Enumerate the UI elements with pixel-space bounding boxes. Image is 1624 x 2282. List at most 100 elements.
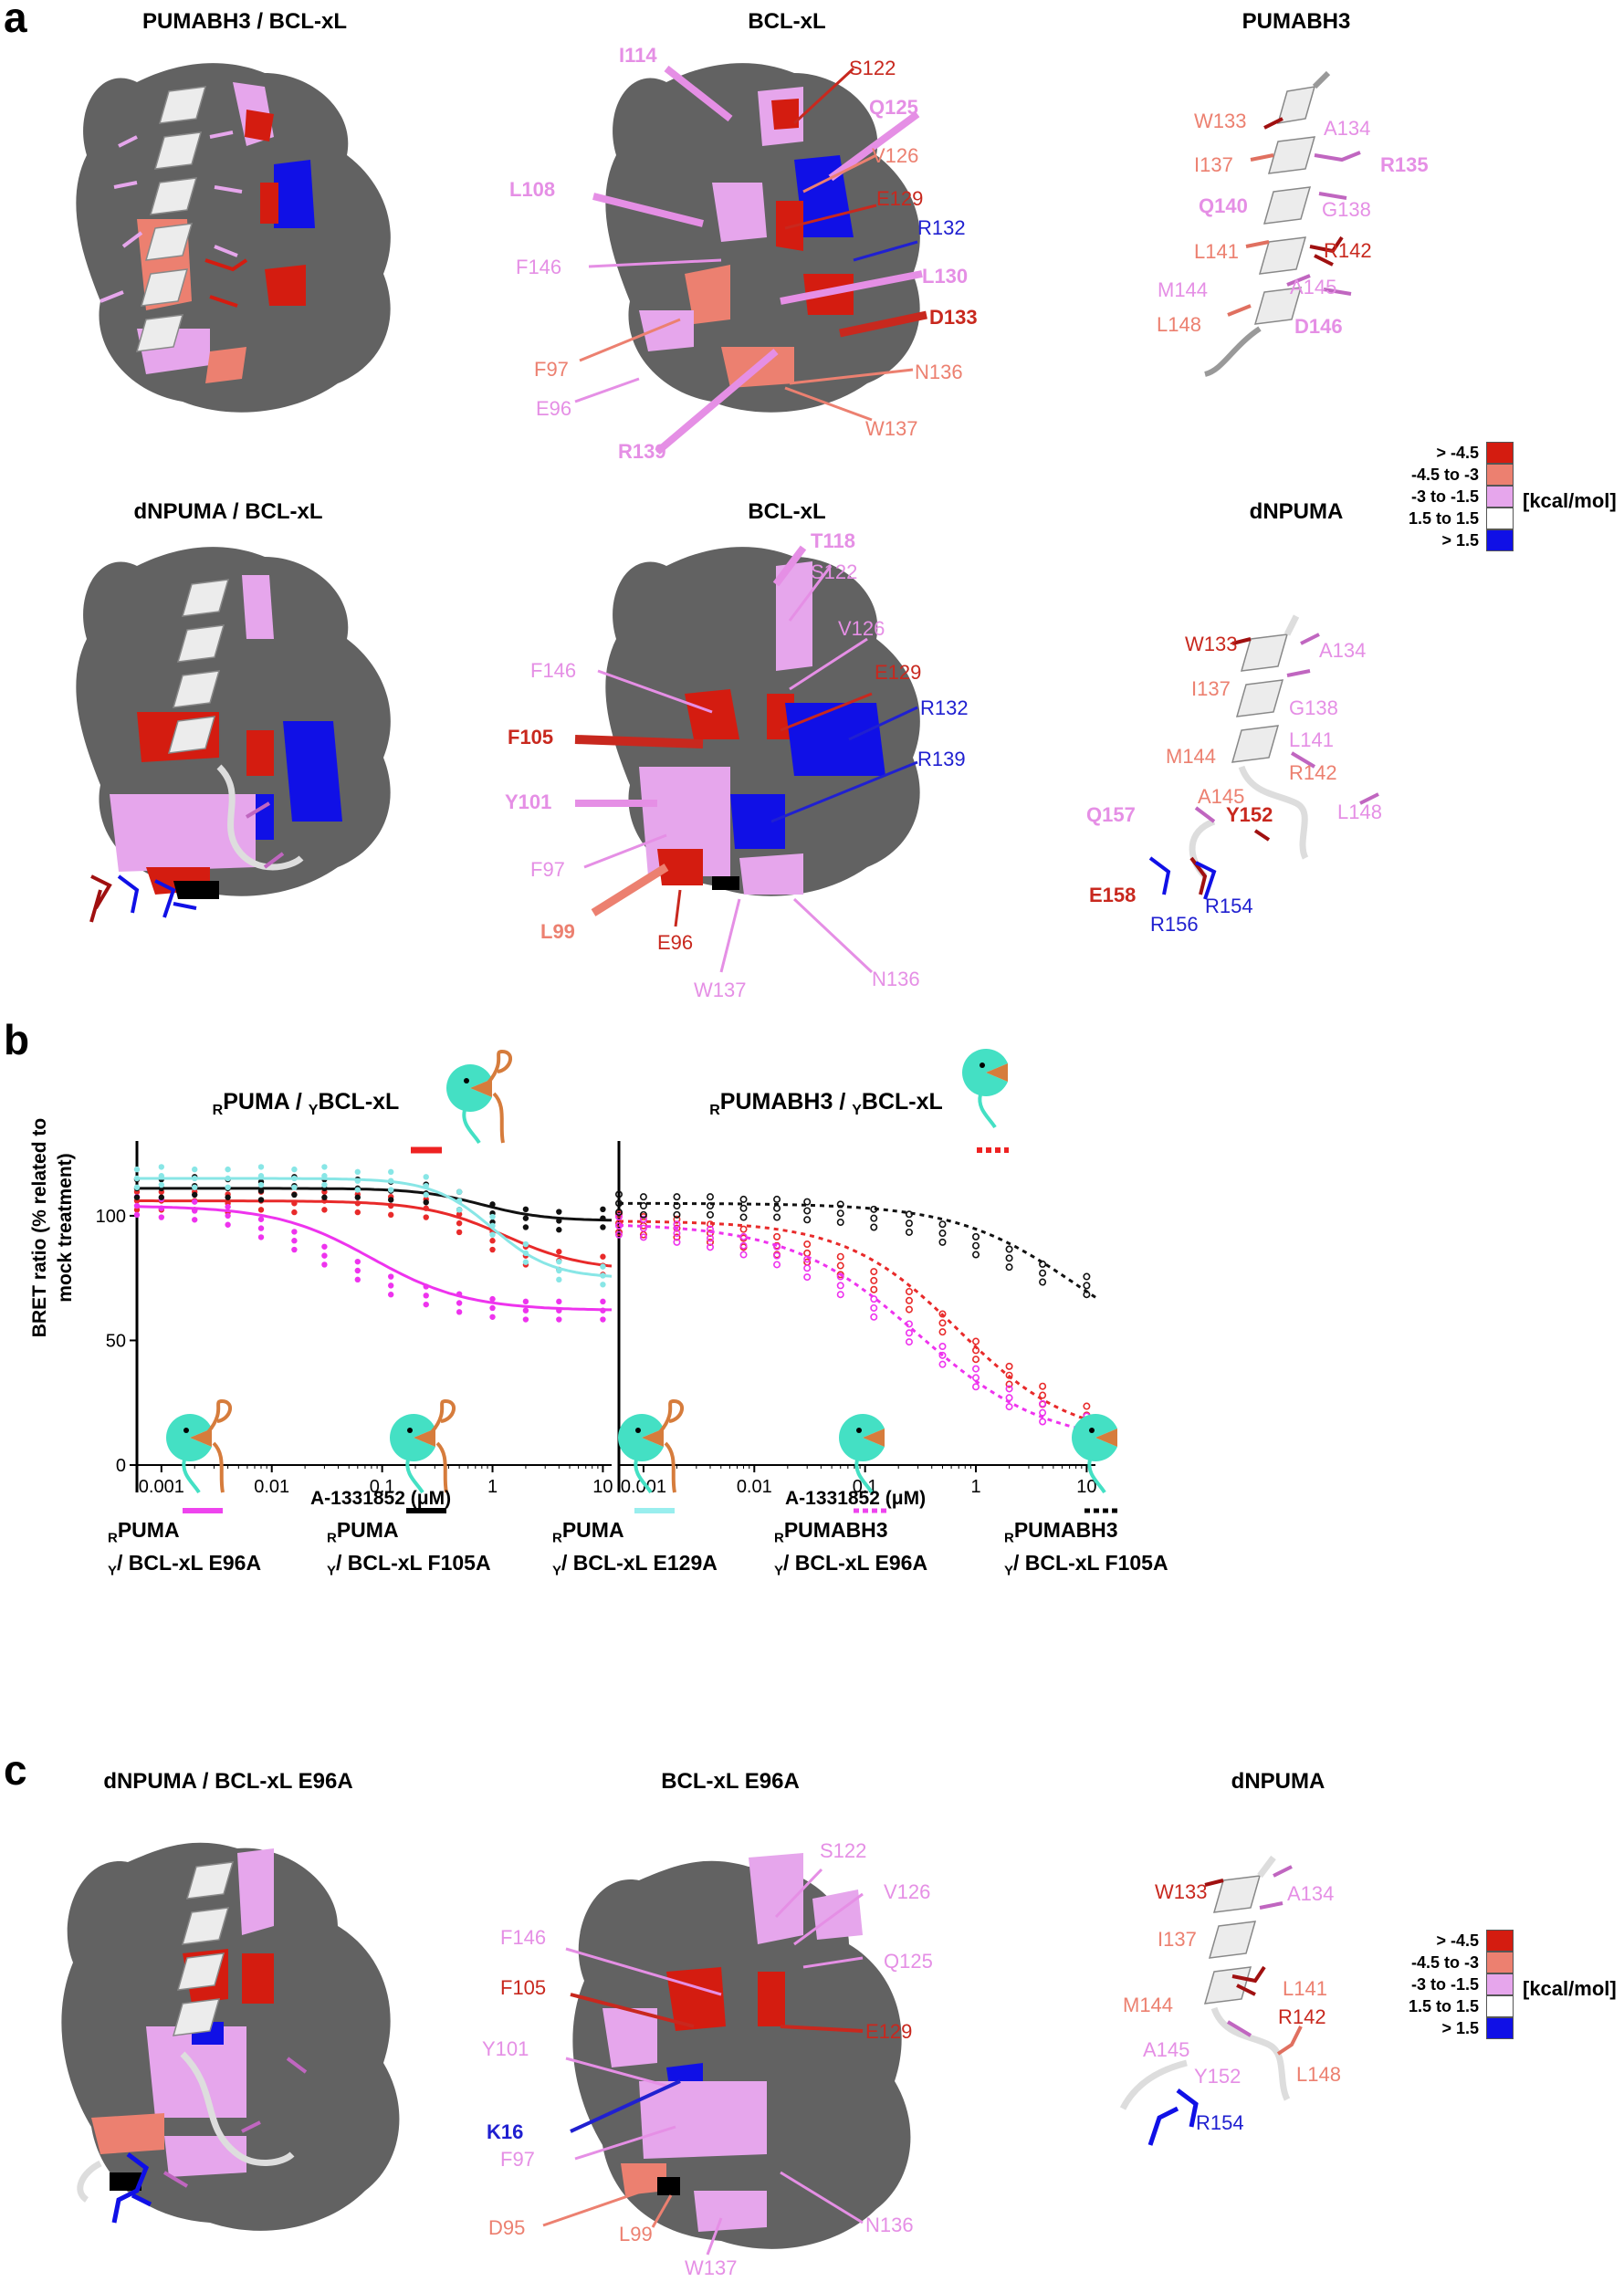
panel-letter-c: c [4, 1746, 27, 1794]
arrow-w137 [784, 386, 873, 422]
residue-label: N136 [872, 968, 920, 990]
residue-label: R132 [917, 216, 966, 239]
title-a-dnpuma: dNPUMA [1249, 499, 1344, 524]
residue-label: W133 [1194, 110, 1246, 132]
data-point [133, 1211, 141, 1219]
residue-label: E96 [536, 397, 571, 420]
data-point [225, 1212, 231, 1220]
data-point [836, 1282, 844, 1290]
data-point [639, 1202, 647, 1210]
legend-swatch [1486, 1973, 1514, 1995]
data-point [489, 1295, 496, 1303]
data-point [972, 1346, 980, 1355]
data-point [938, 1238, 947, 1246]
data-point [158, 1173, 165, 1179]
data-point [1039, 1260, 1047, 1268]
residue-label: A134 [1319, 639, 1366, 662]
title-a-pumabh3: PUMABH3 [1242, 9, 1351, 34]
condition-label-4-line1: PUMABH3 [783, 1518, 888, 1542]
x-tick-label: 1 [487, 1477, 498, 1497]
data-point [321, 1261, 328, 1268]
data-point [972, 1241, 980, 1250]
y-tick-label: 0 [116, 1456, 126, 1476]
data-point [456, 1220, 463, 1227]
data-point [972, 1251, 980, 1259]
data-point [938, 1343, 947, 1351]
condition-label-1-line1: PUMA [117, 1518, 180, 1542]
data-point [803, 1207, 812, 1215]
data-point [673, 1220, 681, 1229]
residue-label: F97 [534, 358, 569, 381]
data-point [773, 1195, 781, 1203]
y-tick-label: 50 [106, 1331, 126, 1351]
data-point [354, 1178, 361, 1184]
data-point [673, 1230, 681, 1238]
residue-label: L141 [1289, 728, 1334, 751]
data-point [1039, 1382, 1047, 1390]
data-point [614, 1209, 623, 1217]
arrow-r132 [853, 240, 918, 262]
data-point [773, 1213, 781, 1221]
data-point [423, 1283, 429, 1290]
x-tick-label: 0.001 [621, 1477, 666, 1497]
data-point [423, 1301, 429, 1308]
data-point [972, 1365, 980, 1373]
residue-label: Y101 [505, 790, 551, 813]
residue-label: D95 [488, 2216, 525, 2239]
helix-pumabh3 [1204, 70, 1361, 377]
data-point [225, 1203, 231, 1210]
data-point [739, 1251, 748, 1259]
residue-label: Y152 [1194, 2065, 1241, 2088]
residue-label: N136 [865, 2214, 914, 2236]
residue-label: E129 [875, 661, 921, 684]
arrow-f146 [588, 258, 722, 268]
data-point [905, 1305, 913, 1314]
data-point [291, 1184, 298, 1190]
legend-unit: [kcal/mol] [1523, 1977, 1617, 2000]
data-point [354, 1194, 361, 1200]
data-point [257, 1234, 265, 1240]
residue-label: M144 [1166, 745, 1216, 768]
arrow-r139 [655, 348, 779, 455]
legend-label: -3 to -1.5 [1410, 487, 1479, 506]
data-point [600, 1298, 606, 1305]
data-point [870, 1313, 878, 1321]
residue-label: V126 [872, 144, 918, 167]
data-point [803, 1240, 812, 1249]
construct-icon-2 [388, 1399, 456, 1494]
data-point [321, 1207, 328, 1213]
x-tick-label: 1 [970, 1477, 980, 1497]
data-point [803, 1216, 812, 1224]
data-point [556, 1258, 562, 1265]
data-point [836, 1200, 844, 1209]
data-point [639, 1224, 647, 1232]
residue-label: R139 [917, 748, 966, 770]
arrow-f97 [579, 318, 681, 362]
residue-label: F97 [500, 2148, 535, 2171]
legend-row: > 1.5 [1351, 529, 1514, 551]
residue-label: A145 [1290, 276, 1336, 298]
residue-label: G138 [1322, 198, 1371, 221]
condition-label-2: RPUMA Y/ BCL-xL F105A [327, 1518, 491, 1579]
legend-label: 1.5 to 1.5 [1408, 1996, 1479, 2015]
title-c-dnpuma: dNPUMA [1231, 1769, 1325, 1794]
data-point [489, 1201, 496, 1208]
data-point [423, 1191, 429, 1199]
data-point [1005, 1254, 1013, 1262]
data-point [257, 1197, 265, 1203]
fit-curve-e129a [137, 1177, 613, 1278]
data-point [600, 1263, 606, 1270]
x-tick-label: 0.001 [139, 1477, 184, 1497]
data-point [870, 1205, 878, 1213]
data-point [938, 1310, 947, 1318]
data-point [673, 1202, 681, 1210]
data-point [1005, 1371, 1013, 1379]
surface-complex-c [61, 1842, 400, 2231]
residue-label: L148 [1296, 2063, 1341, 2086]
residue-label: A145 [1143, 2038, 1189, 2061]
data-point [133, 1175, 141, 1182]
legend-label: > 1.5 [1441, 530, 1479, 550]
residue-label: F97 [530, 858, 565, 881]
data-point [972, 1356, 980, 1364]
condition-label-2-line2: / BCL-xL F105A [336, 1550, 491, 1575]
